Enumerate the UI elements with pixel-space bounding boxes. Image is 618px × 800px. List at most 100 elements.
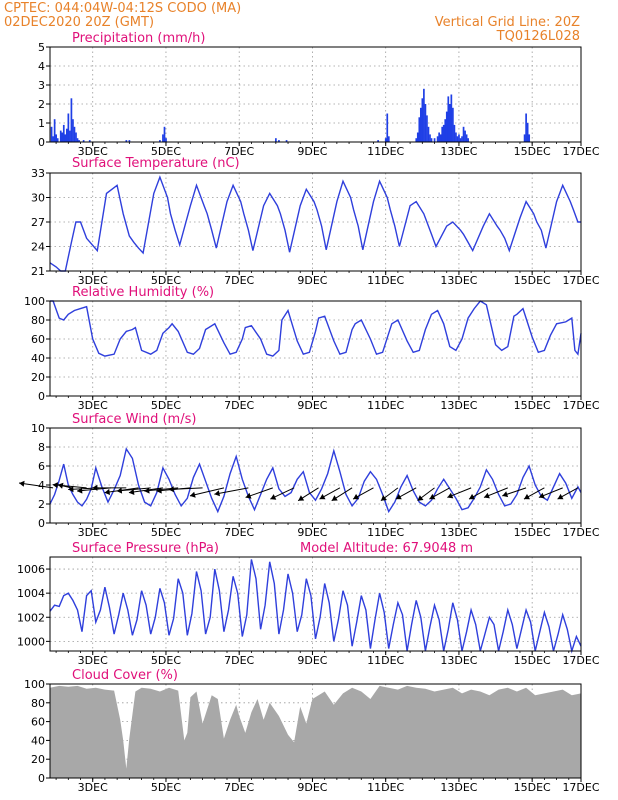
rh-series-line [50,300,582,357]
rh-xtick-label-0: 3DEC [78,399,108,412]
precip-bar-31 [386,113,389,142]
wind-arrow-7 [116,487,151,492]
pres-xtick-label-1: 5DEC [151,654,181,667]
wind-ytick-label-4: 8 [38,441,45,454]
humidity-title: Relative Humidity (%) [72,285,214,300]
precip-bar-20 [125,140,128,142]
pres-xtick-label-2: 7DEC [224,654,254,667]
pres-ytick-label-3: 1006 [17,563,45,576]
precip-bar-14 [73,126,76,142]
temp-ytick-label-0: 21 [31,265,45,278]
wind-arrowhead-30 [557,493,564,500]
header-date: 02DEC2020 20Z (GMT) [4,15,154,30]
precip-ytick-label-4: 4 [38,60,45,73]
rh-xtick-label-7: 17DEC [562,399,599,412]
precip-bar-3 [55,134,58,142]
rh-xtick-label-1: 5DEC [151,399,181,412]
wind-xtick-label-0: 3DEC [78,526,108,539]
cloud-ytick-label-4: 80 [31,697,45,710]
header-location: CPTEC: 044:04W-04:12S CODO (MA) [4,1,241,16]
cloud-cover-title: Cloud Cover (%) [72,668,178,683]
pres-ytick-label-0: 1000 [17,635,45,648]
wind-arrowhead-15 [270,494,277,500]
wind-arrowhead-0 [19,480,25,487]
wind-arrowhead-22 [417,495,424,501]
pres-xtick-label-7: 17DEC [562,654,599,667]
precip-bar-67 [525,113,527,142]
wind-arrowhead-26 [484,492,490,499]
cloud-cover-area [50,685,581,778]
wind-arrowhead-24 [447,492,454,499]
temp-xtick-label-3: 9DEC [297,274,327,287]
precip-xtick-label-5: 13DEC [440,145,477,158]
header-grid-line: Vertical Grid Line: 20Z [435,15,580,30]
wind-arrowhead-7 [116,487,123,494]
precip-bar-10 [67,113,70,142]
precip-bar-60 [459,138,462,142]
precip-bar-43 [430,138,433,142]
precip-bar-69 [528,134,531,142]
rh-xtick-label-3: 9DEC [297,399,327,412]
temp-xtick-label-1: 5DEC [151,274,181,287]
precip-bar-33 [415,138,418,142]
precip-bar-44 [433,138,436,142]
rh-ytick-label-3: 60 [31,333,45,346]
cloud-ytick-label-5: 100 [24,678,45,691]
pres-ytick-label-2: 1004 [17,587,45,600]
temp-xtick-label-0: 3DEC [78,274,108,287]
precip-bar-57 [455,132,457,142]
precip-bar-6 [61,132,64,142]
wind-arrowhead-23 [429,493,436,500]
precip-bar-26 [275,138,277,142]
precip-bar-37 [421,98,424,142]
precip-xtick-label-6: 15DEC [514,145,551,158]
pres-frame [49,556,582,652]
wind-arrowhead-17 [319,493,326,500]
wind-arrowhead-20 [380,495,387,501]
rh-ytick-label-5: 100 [24,295,45,308]
precip-bar-22 [159,140,161,142]
precip-bar-58 [456,136,459,142]
precip-bar-13 [72,119,74,142]
wind-arrow-12 [189,487,225,497]
precip-xtick-label-2: 7DEC [224,145,254,158]
cloud-xtick-label-2: 7DEC [224,781,254,794]
wind-panel: 0 2 4 6 8 10 3DEC 5DEC 7DEC 9DEC 11DEC 13DEC 15DEC 17… [18,422,600,539]
precip-bar-56 [453,124,456,142]
temp-ytick-label-2: 27 [31,216,45,229]
temp-xtick-label-7: 17DEC [562,274,599,287]
precip-bar-15 [75,132,77,142]
precip-bar-61 [461,136,463,142]
precip-bar-11 [69,130,71,142]
wind-arrowhead-8 [128,488,135,495]
wind-ytick-label-2: 4 [38,479,45,492]
precip-bar-46 [438,132,440,142]
rh-xtick-label-6: 15DEC [514,399,551,412]
precip-bar-50 [444,119,447,142]
precip-xtick-label-4: 11DEC [367,145,404,158]
wind-xtick-label-2: 7DEC [224,526,254,539]
wind-ytick-label-0: 0 [38,517,45,530]
wind-arrow-2 [52,484,87,489]
rh-xtick-label-2: 7DEC [224,399,254,412]
temp-ytick-label-1: 24 [31,241,45,254]
wind-arrowhead-4 [77,487,83,494]
wind-xtick-label-6: 15DEC [514,526,551,539]
precip-bar-30 [384,138,387,142]
wind-series-line [49,447,582,514]
precip-bar-36 [419,107,422,142]
wind-arrowhead-3 [68,486,74,493]
precip-xtick-label-0: 3DEC [78,145,108,158]
precip-bar-34 [416,132,419,142]
wind-arrowhead-19 [353,493,360,500]
rh-ytick-label-4: 80 [31,314,45,327]
precip-bar-7 [62,124,65,142]
precip-xtick-label-3: 9DEC [297,145,327,158]
pres-series-line [49,559,582,654]
precip-bar-5 [59,130,62,142]
pres-xtick-label-3: 9DEC [297,654,327,667]
temp-ytick-label-4: 33 [31,167,45,180]
precip-bar-39 [424,104,427,142]
precip-bar-2 [53,119,56,142]
